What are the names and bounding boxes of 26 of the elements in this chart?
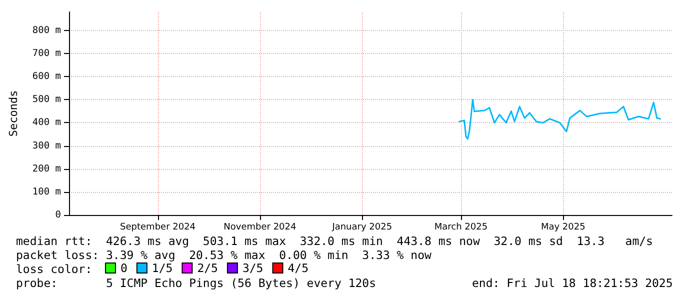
y-tick-label: 800 m — [32, 24, 62, 36]
legend-label: 2/5 — [197, 261, 218, 275]
legend-label: 4/5 — [288, 261, 309, 275]
y-tick-label: 100 m — [32, 186, 62, 198]
y-tick-label: 500 m — [32, 94, 62, 106]
legend-label: 1/5 — [152, 261, 173, 275]
x-tick-label: November 2024 — [224, 222, 297, 232]
line-series — [458, 98, 662, 140]
text: probe: 5 ICMP Echo Pings (56 Bytes) every 120s — [16, 276, 376, 290]
y-tick-label: 200 m — [32, 163, 62, 174]
y-tick-label: 300 m — [32, 140, 62, 152]
y-tick-label: 0 — [55, 210, 62, 220]
text: packet loss: 3.39 % avg 20.53 % max 0.00 % min 3.33 % now — [16, 248, 432, 262]
text: loss color: — [16, 262, 92, 276]
x-tick-label: March 2025 — [434, 222, 488, 232]
x-tick-label: September 2024 — [120, 222, 196, 232]
text: median rtt: 426.3 ms avg 503.1 ms max 332.0 ms min 443.8 ms now 32.0 ms sd 13.3 am/s — [16, 234, 653, 248]
legend-label: 0 — [120, 261, 128, 275]
text: end: Fri Jul 18 18:21:53 2025 — [472, 276, 673, 290]
y-tick-label: 400 m — [32, 117, 62, 128]
y-tick-label: 700 m — [32, 48, 62, 60]
y-axis-title: Seconds — [7, 90, 20, 137]
x-tick-label: May 2025 — [540, 222, 586, 232]
y-tick-label: 600 m — [32, 71, 62, 82]
legend-label: 3/5 — [242, 261, 264, 275]
x-tick-label: January 2025 — [331, 222, 392, 232]
